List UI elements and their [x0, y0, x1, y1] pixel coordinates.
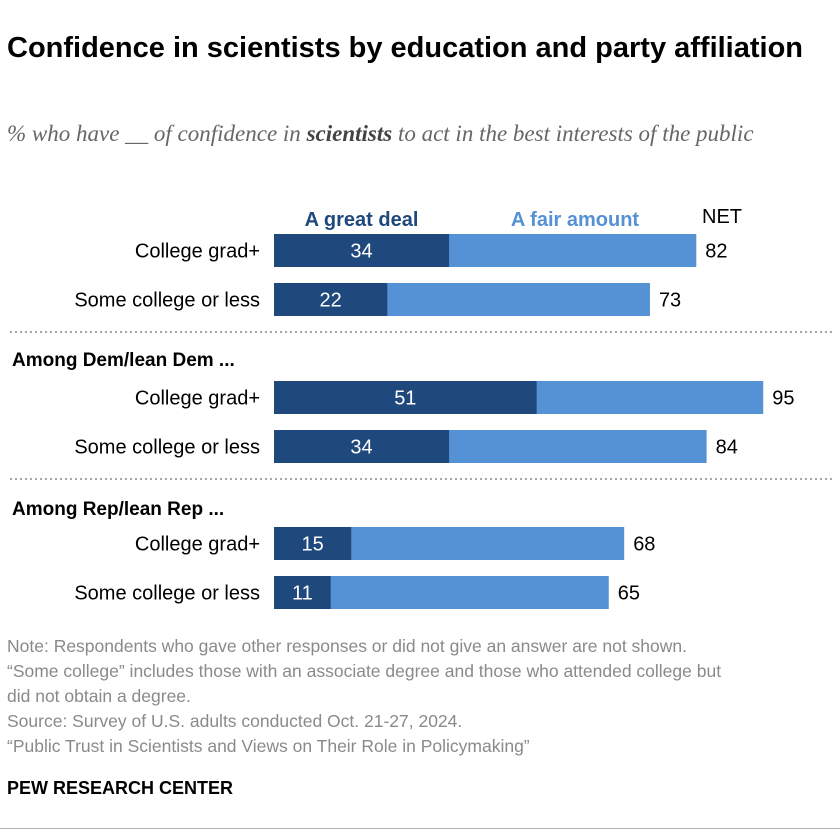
net-value-label: 95	[772, 388, 794, 410]
great-deal-value-label: 15	[302, 534, 324, 556]
row-label: College grad+	[135, 388, 260, 410]
row-label: Some college or less	[74, 437, 260, 459]
bar-great-deal	[274, 381, 537, 414]
subtitle-text-end: to act in the best interests of the publ…	[392, 121, 754, 146]
chart-title: Confidence in scientists by education an…	[7, 32, 804, 64]
net-value-label: 82	[705, 241, 727, 263]
row-label: College grad+	[135, 241, 260, 263]
great-deal-value-label: 34	[350, 241, 372, 263]
bottom-rule	[0, 828, 840, 829]
legend-fair-amount: A fair amount	[511, 209, 639, 231]
legend-great-deal: A great deal	[305, 209, 419, 231]
row-label: Some college or less	[74, 583, 260, 605]
bar-great-deal	[274, 234, 450, 267]
bar-great-deal	[274, 283, 388, 316]
note-line: did not obtain a degree.	[7, 686, 191, 706]
subtitle-text-start: % who have __ of confidence in	[7, 121, 307, 146]
top-rule	[0, 0, 840, 4]
brand-logo-text: PEW RESEARCH CENTER	[7, 778, 234, 798]
group-header: Among Rep/lean Rep ...	[12, 499, 224, 520]
group-header: Among Dem/lean Dem ...	[12, 350, 235, 371]
great-deal-value-label: 11	[292, 583, 313, 605]
chart-subtitle: % who have __ of confidence in scientist…	[7, 118, 827, 150]
row-label: College grad+	[135, 534, 260, 556]
bar-great-deal	[274, 576, 331, 609]
net-value-label: 68	[633, 534, 655, 556]
great-deal-value-label: 51	[394, 388, 416, 410]
great-deal-value-label: 34	[350, 437, 372, 459]
net-value-label: 73	[659, 290, 681, 312]
note-line: Note: Respondents who gave other respons…	[7, 636, 687, 656]
bar-great-deal	[274, 527, 352, 560]
bar-great-deal	[274, 430, 450, 463]
chart-notes: Note: Respondents who gave other respons…	[7, 634, 837, 759]
net-header: NET	[702, 206, 742, 228]
stacked-bar-chart: A great deal A fair amount NET College grad…	[10, 206, 832, 609]
net-value-label: 65	[618, 583, 640, 605]
report-title-line: “Public Trust in Scientists and Views on…	[7, 736, 530, 756]
note-line: “Some college” includes those with an as…	[7, 661, 722, 681]
source-line: Source: Survey of U.S. adults conducted …	[7, 711, 463, 731]
net-value-label: 84	[716, 437, 738, 459]
great-deal-value-label: 22	[320, 290, 342, 312]
subtitle-emphasis: scientists	[306, 121, 393, 146]
row-label: Some college or less	[74, 290, 260, 312]
